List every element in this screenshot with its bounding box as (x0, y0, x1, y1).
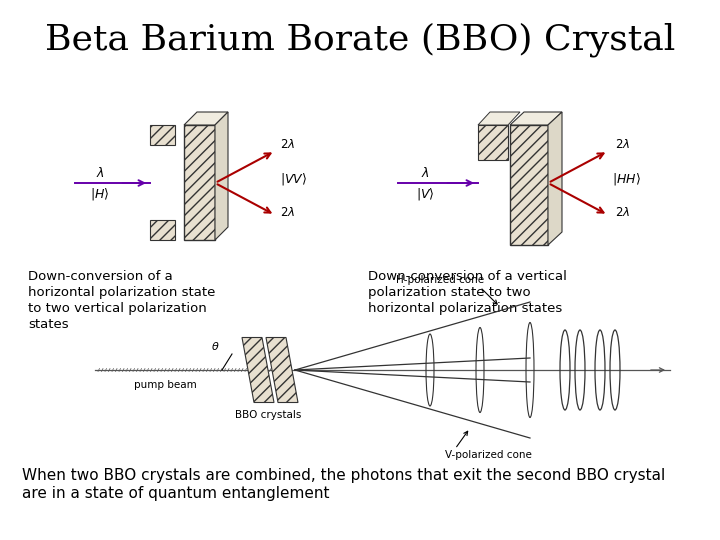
Text: $\theta$: $\theta$ (211, 340, 220, 352)
Text: V-polarized cone: V-polarized cone (445, 450, 532, 460)
Text: horizontal polarization state: horizontal polarization state (28, 286, 215, 299)
Text: $|V\rangle$: $|V\rangle$ (415, 186, 434, 202)
Text: H-polarized cone: H-polarized cone (396, 275, 484, 285)
Text: $|VV\rangle$: $|VV\rangle$ (280, 171, 307, 187)
Polygon shape (478, 112, 520, 125)
Text: are in a state of quantum entanglement: are in a state of quantum entanglement (22, 486, 330, 501)
Polygon shape (215, 112, 228, 240)
Polygon shape (478, 125, 508, 160)
Text: $2\lambda$: $2\lambda$ (615, 206, 630, 219)
Text: Down-conversion of a: Down-conversion of a (28, 270, 173, 283)
Text: polarization state to two: polarization state to two (368, 286, 531, 299)
Text: $\lambda$: $\lambda$ (96, 166, 104, 180)
Text: $|HH\rangle$: $|HH\rangle$ (612, 171, 641, 187)
Text: pump beam: pump beam (134, 380, 197, 390)
Polygon shape (510, 112, 562, 125)
Text: to two vertical polarization: to two vertical polarization (28, 302, 207, 315)
Polygon shape (510, 125, 548, 245)
Text: $2\lambda$: $2\lambda$ (280, 138, 295, 152)
Polygon shape (184, 112, 228, 125)
Text: horizontal polarization states: horizontal polarization states (368, 302, 562, 315)
Polygon shape (242, 338, 274, 402)
Polygon shape (266, 338, 298, 402)
Text: BBO crystals: BBO crystals (235, 410, 301, 421)
Text: $|H\rangle$: $|H\rangle$ (90, 186, 109, 202)
Polygon shape (150, 220, 175, 240)
Text: $2\lambda$: $2\lambda$ (615, 138, 630, 152)
Text: states: states (28, 318, 68, 331)
Polygon shape (548, 112, 562, 245)
Text: When two BBO crystals are combined, the photons that exit the second BBO crystal: When two BBO crystals are combined, the … (22, 468, 665, 483)
Text: $\lambda$: $\lambda$ (420, 166, 429, 180)
Polygon shape (184, 125, 215, 240)
Text: Down-conversion of a vertical: Down-conversion of a vertical (368, 270, 567, 283)
Polygon shape (150, 125, 175, 145)
Text: Beta Barium Borate (BBO) Crystal: Beta Barium Borate (BBO) Crystal (45, 22, 675, 57)
Text: $2\lambda$: $2\lambda$ (280, 206, 295, 219)
